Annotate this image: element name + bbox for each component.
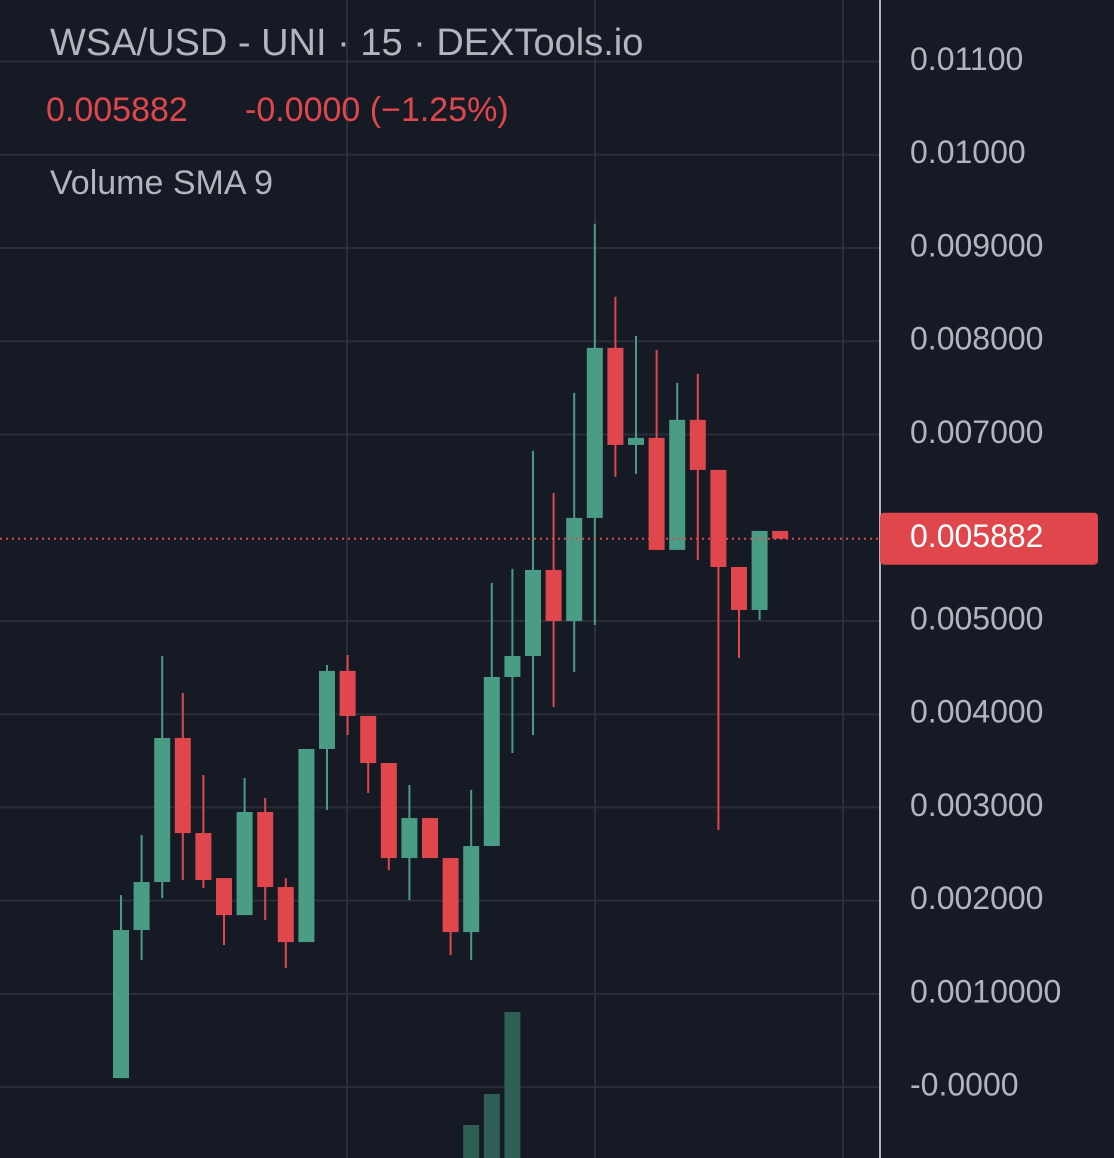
chart-title: WSA/USD - UNI · 15 · DEXTools.io	[50, 22, 643, 64]
candle-body	[174, 737, 191, 834]
candle-body	[772, 530, 789, 539]
volume-bar	[483, 1094, 500, 1158]
last-price-tag	[880, 512, 1098, 565]
y-tick-label: 0.005000	[910, 600, 1043, 636]
marks	[113, 223, 789, 1158]
y-tick-label: 0.01000	[910, 134, 1026, 170]
header-price: 0.005882	[46, 91, 188, 129]
candle-body	[689, 419, 706, 470]
y-tick-label: 0.01100	[910, 41, 1023, 77]
candle-body	[154, 737, 171, 883]
candle-body	[731, 566, 747, 610]
y-tick-label: 0.002000	[910, 880, 1043, 916]
last-price-label: 0.005882	[910, 518, 1043, 554]
candle-body	[401, 818, 418, 859]
header-change: -0.0000 (−1.25%)	[245, 91, 509, 129]
candle-body	[648, 437, 665, 550]
candle-body	[195, 833, 212, 881]
candle-body	[216, 878, 232, 916]
candle-body	[339, 670, 356, 716]
candle-body	[422, 818, 438, 859]
candle-body	[360, 715, 377, 764]
candle-body	[483, 676, 500, 847]
candle-body	[545, 569, 562, 621]
y-tick-label: 0.007000	[910, 414, 1043, 450]
indicator-label: Volume SMA 9	[50, 164, 273, 202]
candle-body	[257, 811, 274, 888]
candle-body	[751, 530, 768, 610]
candle-body	[525, 569, 541, 657]
candle-body	[463, 846, 480, 933]
candle-body	[442, 858, 459, 933]
candle-body	[298, 748, 315, 943]
candle-body	[380, 763, 397, 859]
candle-body	[628, 437, 644, 445]
candle-body	[586, 347, 603, 518]
candle-body	[607, 347, 624, 445]
volume-bar	[504, 1012, 521, 1158]
y-tick-label: 0.009000	[910, 227, 1043, 263]
y-tick-label: -0.0000	[910, 1067, 1019, 1103]
candle-body	[504, 656, 521, 677]
candle-body	[669, 419, 686, 550]
candle-body	[277, 887, 294, 943]
candle-body	[113, 930, 129, 1079]
candle-body	[710, 469, 727, 567]
y-tick-label: 0.004000	[910, 694, 1043, 730]
y-tick-label: 0.008000	[910, 321, 1043, 357]
candle-body	[133, 882, 150, 931]
candle-body	[236, 811, 253, 916]
volume-bar	[463, 1125, 480, 1158]
y-tick-label: 0.0010000	[910, 973, 1061, 1009]
candle-body	[319, 670, 335, 749]
candle-body	[566, 517, 583, 621]
y-tick-label: 0.003000	[910, 787, 1043, 823]
